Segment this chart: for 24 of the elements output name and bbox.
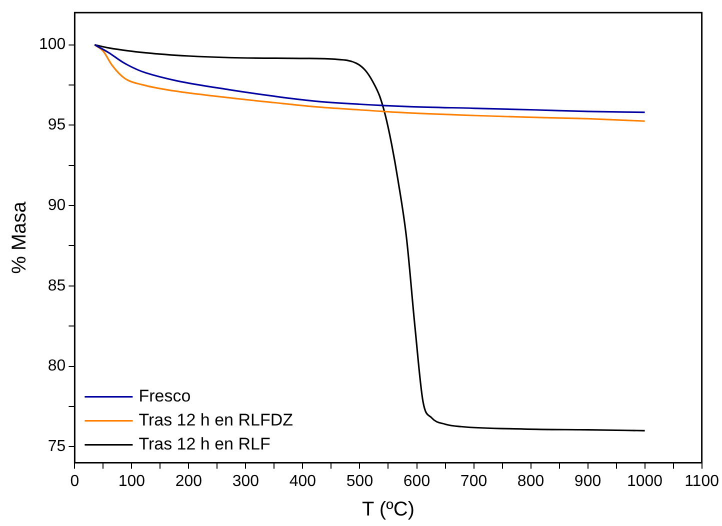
y-tick-label: 100 bbox=[38, 36, 66, 54]
legend-label: Fresco bbox=[138, 386, 191, 406]
x-tick-label: 400 bbox=[289, 472, 316, 490]
legend-label: Tras 12 h en RLF bbox=[138, 434, 270, 454]
x-tick-label: 1000 bbox=[626, 472, 663, 490]
y-tick-label: 75 bbox=[48, 438, 66, 456]
x-tick-label: 600 bbox=[403, 472, 430, 490]
x-tick-label: 200 bbox=[175, 472, 202, 490]
x-tick-label: 100 bbox=[118, 472, 146, 490]
y-tick-label: 90 bbox=[48, 196, 66, 214]
x-tick-label: 700 bbox=[460, 472, 488, 490]
x-tick-label: 0 bbox=[70, 472, 80, 490]
line-series bbox=[94, 44, 646, 432]
x-tick-label: 1100 bbox=[684, 472, 720, 490]
x-tick-label: 800 bbox=[517, 472, 544, 490]
y-tick-label: 95 bbox=[48, 116, 66, 134]
x-axis-title: T (ºC) bbox=[362, 498, 414, 521]
legend-label: Tras 12 h en RLFDZ bbox=[138, 410, 294, 430]
y-tick-label: 85 bbox=[48, 277, 66, 294]
x-tick-label: 500 bbox=[346, 472, 374, 490]
x-tick-label: 300 bbox=[232, 472, 260, 490]
y-axis-title: % Masa bbox=[8, 200, 31, 274]
y-tick-label: 80 bbox=[48, 358, 66, 375]
x-tick-label: 900 bbox=[574, 472, 602, 490]
